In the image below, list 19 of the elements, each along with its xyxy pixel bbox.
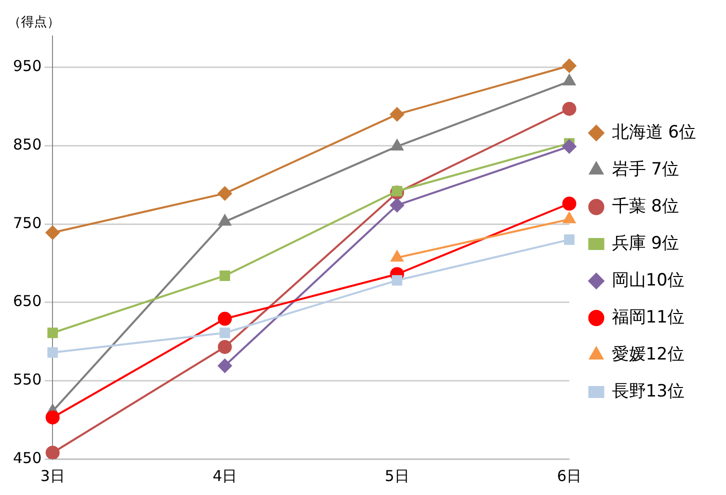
y-tick-label: 950 [12, 57, 42, 76]
y-tick-label: 650 [12, 292, 42, 310]
legend-label: 長野13位 [612, 381, 684, 402]
y-tick-label: 450 [12, 448, 42, 467]
x-tick-label: 3日 [40, 466, 65, 485]
legend-label: 福岡11位 [612, 307, 684, 328]
legend-label: 岩手 7位 [612, 159, 680, 180]
legend-label: 岡山10位 [612, 270, 684, 290]
legend-label: 愛媛12位 [612, 344, 684, 364]
legend-label: 兵庫 9位 [612, 233, 680, 254]
legend-label: 千葉 8位 [612, 196, 680, 216]
y-axis-title: （得点） [8, 14, 60, 30]
x-tick-label: 6日 [557, 466, 582, 485]
x-tick-label: 5日 [384, 466, 410, 485]
legend-label: 北海道 6位 [612, 122, 696, 142]
y-tick-label: 550 [12, 370, 42, 389]
y-tick-label: 850 [12, 136, 42, 154]
x-tick-label: 4日 [212, 466, 238, 485]
y-tick-label: 750 [12, 214, 42, 232]
